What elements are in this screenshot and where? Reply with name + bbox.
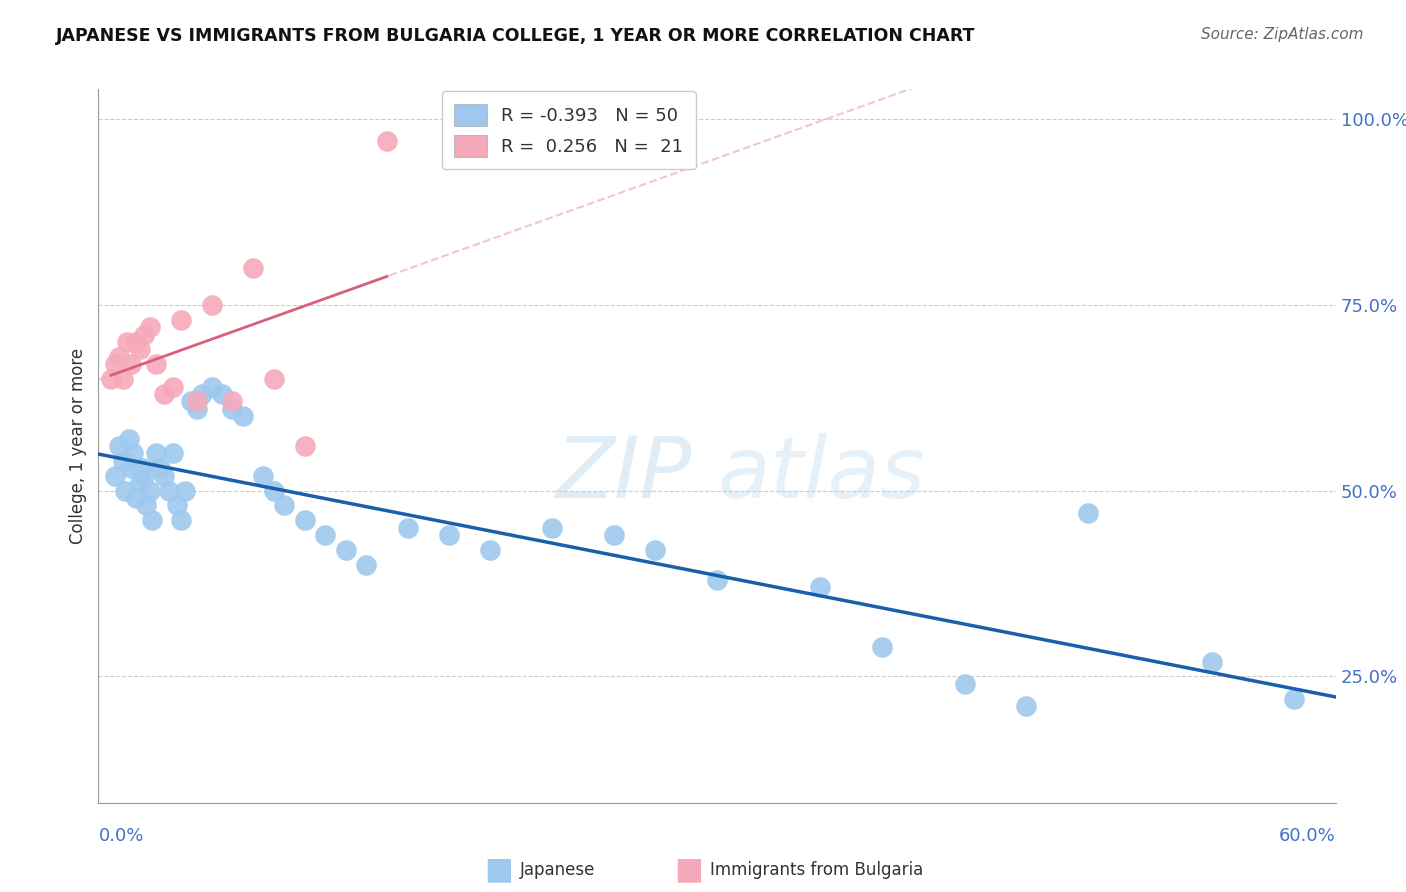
Point (396, 521, 419, 535)
Text: Japanese: Japanese (520, 861, 596, 879)
Point (132, 327, 155, 342)
Point (375, 134, 398, 148)
Point (112, 372, 135, 386)
Point (242, 260, 264, 275)
Point (294, 513, 316, 527)
Point (139, 320, 162, 334)
Point (124, 334, 146, 349)
Point (1015, 699, 1038, 714)
Point (201, 379, 224, 393)
Point (170, 513, 193, 527)
Text: 60.0%: 60.0% (1279, 827, 1336, 845)
Point (120, 357, 142, 371)
Point (186, 394, 208, 409)
Text: ■: ■ (485, 855, 513, 884)
Point (153, 468, 176, 483)
Y-axis label: College, 1 year or more: College, 1 year or more (69, 348, 87, 544)
Point (153, 387, 176, 401)
Point (128, 476, 150, 491)
Point (180, 394, 202, 409)
Point (211, 387, 233, 401)
Point (221, 401, 243, 416)
Point (157, 483, 180, 498)
Point (131, 461, 153, 475)
Point (174, 483, 197, 498)
Point (1201, 655, 1223, 669)
Point (122, 446, 145, 460)
Point (145, 357, 167, 371)
Point (186, 401, 208, 416)
Point (114, 483, 136, 498)
Point (953, 677, 976, 691)
Point (541, 521, 564, 535)
Point (335, 543, 357, 558)
Point (120, 461, 142, 475)
Point (139, 483, 162, 498)
Point (870, 640, 893, 654)
Text: ■: ■ (675, 855, 703, 884)
Point (141, 513, 163, 527)
Point (100, 372, 122, 386)
Point (252, 468, 274, 483)
Point (135, 499, 157, 513)
Point (263, 483, 285, 498)
Text: Immigrants from Bulgaria: Immigrants from Bulgaria (710, 861, 924, 879)
Text: JAPANESE VS IMMIGRANTS FROM BULGARIA COLLEGE, 1 YEAR OR MORE CORRELATION CHART: JAPANESE VS IMMIGRANTS FROM BULGARIA COL… (56, 27, 976, 45)
Point (294, 439, 316, 453)
Point (201, 298, 224, 312)
Point (437, 528, 460, 542)
Point (263, 372, 285, 386)
Text: Source: ZipAtlas.com: Source: ZipAtlas.com (1201, 27, 1364, 42)
Point (108, 350, 131, 364)
Point (190, 387, 212, 401)
Point (356, 558, 378, 572)
Point (808, 580, 831, 594)
Point (118, 432, 141, 446)
Point (1077, 506, 1099, 520)
Point (232, 409, 254, 424)
Point (162, 379, 184, 393)
Text: 0.0%: 0.0% (98, 827, 143, 845)
Point (314, 528, 336, 542)
Point (603, 528, 626, 542)
Point (124, 491, 146, 505)
Point (145, 446, 167, 460)
Point (1284, 691, 1306, 706)
Text: ZIP: ZIP (555, 433, 692, 516)
Point (644, 543, 666, 558)
Point (112, 454, 135, 468)
Point (128, 343, 150, 357)
Point (132, 468, 155, 483)
Point (162, 446, 184, 460)
Point (104, 357, 127, 371)
Point (166, 499, 188, 513)
Point (273, 499, 295, 513)
Point (108, 439, 131, 453)
Point (149, 461, 172, 475)
Point (170, 312, 193, 326)
Point (706, 573, 728, 587)
Text: atlas: atlas (717, 433, 925, 516)
Point (221, 394, 243, 409)
Legend: R = -0.393   N = 50, R =  0.256   N =  21: R = -0.393 N = 50, R = 0.256 N = 21 (441, 91, 696, 169)
Point (117, 334, 139, 349)
Point (479, 543, 502, 558)
Point (104, 468, 127, 483)
